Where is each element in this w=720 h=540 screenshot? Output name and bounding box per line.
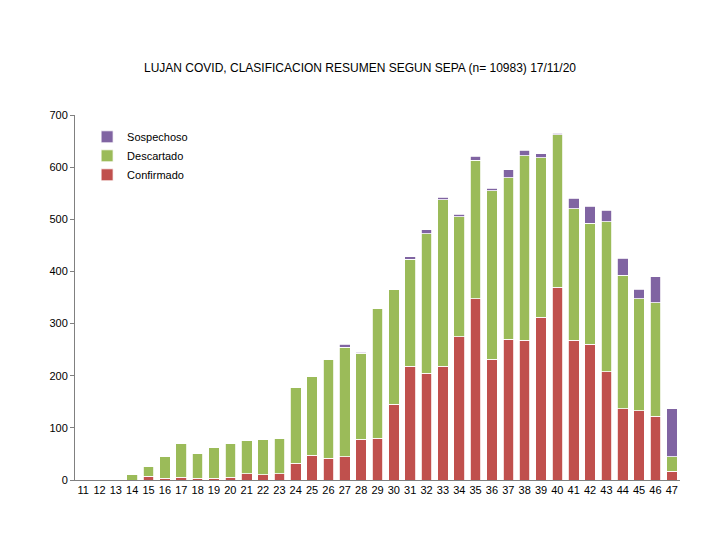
svg-text:25: 25 [306,484,318,496]
svg-text:36: 36 [486,484,498,496]
svg-text:500: 500 [49,213,67,225]
svg-text:11: 11 [77,484,88,496]
svg-text:Descartado: Descartado [127,150,183,162]
svg-text:43: 43 [600,484,612,496]
svg-text:46: 46 [649,484,661,496]
svg-text:Sospechoso: Sospechoso [127,131,188,143]
svg-text:32: 32 [420,484,432,496]
svg-text:23: 23 [273,484,285,496]
svg-text:300: 300 [49,317,67,329]
svg-text:39: 39 [535,484,547,496]
svg-text:28: 28 [355,484,367,496]
svg-text:200: 200 [49,370,67,382]
svg-text:33: 33 [437,484,449,496]
svg-text:26: 26 [322,484,334,496]
svg-text:18: 18 [192,484,204,496]
svg-text:47: 47 [666,484,678,496]
svg-text:41: 41 [568,484,580,496]
svg-text:16: 16 [159,484,171,496]
svg-text:13: 13 [110,484,122,496]
svg-text:20: 20 [224,484,236,496]
svg-text:15: 15 [142,484,154,496]
svg-text:38: 38 [519,484,531,496]
svg-text:100: 100 [49,422,67,434]
svg-text:19: 19 [208,484,220,496]
svg-text:400: 400 [49,265,67,277]
svg-text:29: 29 [371,484,383,496]
svg-text:21: 21 [241,484,253,496]
svg-text:44: 44 [617,484,629,496]
svg-text:34: 34 [453,484,465,496]
svg-text:22: 22 [257,484,269,496]
svg-text:37: 37 [502,484,514,496]
svg-text:45: 45 [633,484,645,496]
svg-text:40: 40 [551,484,563,496]
svg-text:30: 30 [388,484,400,496]
svg-text:31: 31 [404,484,416,496]
svg-text:27: 27 [339,484,351,496]
svg-text:LUJAN COVID, CLASIFICACION RES: LUJAN COVID, CLASIFICACION RESUMEN SEGUN… [144,61,576,75]
svg-text:35: 35 [469,484,481,496]
svg-text:24: 24 [290,484,302,496]
svg-text:12: 12 [93,484,105,496]
svg-text:Confirmado: Confirmado [127,169,184,181]
svg-text:14: 14 [126,484,138,496]
svg-text:700: 700 [49,109,67,121]
svg-text:42: 42 [584,484,596,496]
svg-text:17: 17 [175,484,187,496]
svg-text:600: 600 [49,161,67,173]
svg-text:0: 0 [62,474,68,486]
